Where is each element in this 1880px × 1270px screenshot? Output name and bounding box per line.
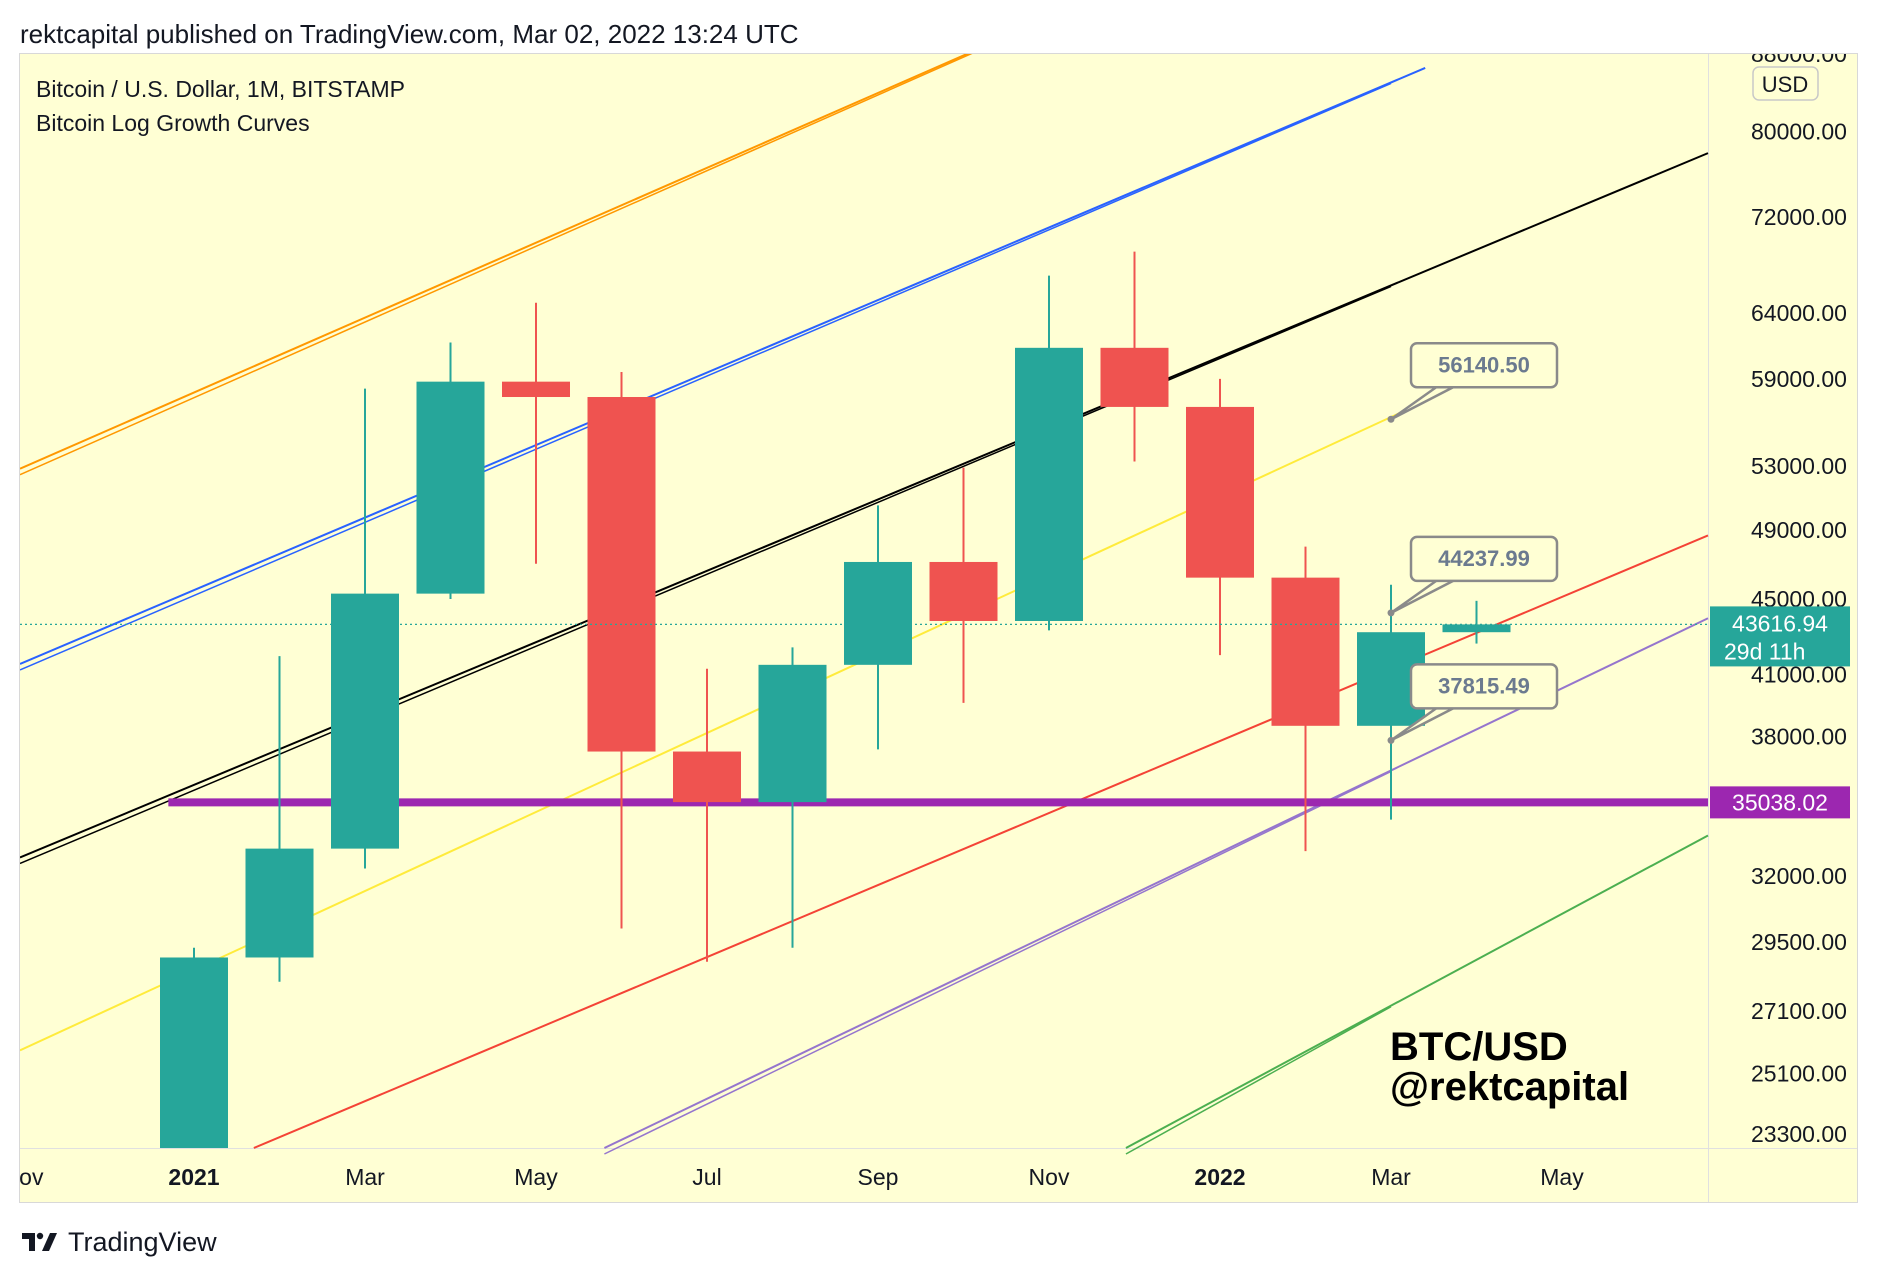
growth-curve-line [20,82,1392,671]
candle [502,302,570,564]
price-tick-label: 64000.00 [1751,300,1847,326]
growth-curves-layer [20,54,1709,1155]
time-tick-label: 2021 [168,1164,219,1190]
growth-curve-line [20,54,970,470]
watermark-pair: BTC/USD [1390,1025,1568,1069]
candle-body [1015,347,1083,621]
time-tick-label: Jul [692,1164,721,1190]
candle-body [587,397,656,752]
candle [245,656,314,982]
price-callout: 44237.99 [1387,535,1559,617]
price-tick-label: 59000.00 [1751,366,1847,392]
candle [1271,546,1340,852]
growth-curve-line [253,534,1709,1149]
legend-indicator: Bitcoin Log Growth Curves [36,110,310,136]
candle-body [245,848,314,958]
watermark-author: @rektcapital [1390,1065,1629,1109]
candle-body [1442,624,1511,633]
callout-anchor [1387,415,1395,423]
candle [673,668,741,962]
price-tick-label: 32000.00 [1751,863,1847,889]
chart-panel[interactable]: 56140.50 44237.99 37815.49 88000.00 80000.0… [19,53,1858,1203]
candle-body [929,561,998,621]
support-level-badge [1710,786,1850,819]
candle-body [758,664,827,803]
candle [1186,378,1254,656]
time-tick-label: Mar [1371,1164,1411,1190]
callouts-layer: 56140.50 44237.99 37815.49 [1387,342,1559,744]
candles-layer [20,251,1708,1148]
candle-body [160,957,228,1148]
price-tick-label: 72000.00 [1751,204,1847,230]
price-tick-label: 38000.00 [1751,723,1847,749]
time-tick-label: Mar [345,1164,385,1190]
growth-curve-line [1125,834,1709,1149]
last-price-badge [1710,606,1850,667]
candle-body [1186,406,1254,578]
support-level-label: 35038.02 [1732,789,1828,815]
candle-body [416,381,485,594]
growth-curve-line [20,67,1426,665]
price-axis[interactable]: 88000.00 80000.00 72000.00 64000.00 59000.00… [1710,54,1850,1147]
price-tick-label: 25100.00 [1751,1060,1847,1086]
callout-box [1409,535,1559,583]
callout-label: 37815.49 [1438,673,1530,698]
candle [1015,275,1083,631]
time-tick-label: May [1540,1164,1584,1190]
time-axis[interactable]: Nov 2021 Mar May Jul Sep Nov 2022 Mar May [20,1164,1584,1190]
time-tick-label: Nov [1029,1164,1070,1190]
candle [844,505,912,750]
callout-box [1409,663,1559,710]
legend-symbol: Bitcoin / U.S. Dollar, 1M, BITSTAMP [36,76,405,102]
price-callout: 56140.50 [1387,342,1559,423]
price-tick-label: 49000.00 [1751,517,1847,543]
candle-body [673,751,741,803]
growth-curve-line [20,152,1709,859]
candle [758,647,827,948]
price-tick-label: 80000.00 [1751,118,1847,144]
publish-info: rektcapital published on TradingView.com… [20,19,799,49]
candle-body [844,561,912,665]
time-axis-background [20,1148,1857,1202]
brand-name: TradingView [68,1226,217,1257]
callout-label: 44237.99 [1438,546,1530,571]
time-tick-label: 2022 [1194,1164,1245,1190]
price-axis-background [1708,54,1857,1148]
time-tick-label: May [514,1164,558,1190]
currency-badge[interactable]: USD [1752,66,1819,101]
time-tick-label: Sep [858,1164,899,1190]
callout-label: 56140.50 [1438,352,1530,377]
candle-body [1271,577,1340,726]
growth-curve-line [1125,1006,1392,1155]
time-tick-label: Nov [20,1164,44,1190]
candle [416,342,485,600]
growth-curve-line [604,770,1392,1155]
candle [1100,251,1169,462]
growth-curve-line [20,54,973,476]
last-price-label: 43616.94 [1732,610,1828,636]
price-tick-label: 88000.00 [1751,54,1847,67]
candlestick-chart[interactable]: 56140.50 44237.99 37815.49 88000.00 80000.0… [20,54,1857,1202]
callout-anchor [1387,609,1395,617]
tradingview-logo-icon [22,1232,57,1251]
price-tick-label: 23300.00 [1751,1121,1847,1147]
price-callout: 37815.49 [1387,663,1559,744]
candle [1442,600,1511,644]
currency-label: USD [1762,72,1808,97]
candle-body [1100,347,1169,407]
candle [160,947,228,1148]
callout-box [1409,342,1559,389]
bar-countdown-label: 29d 11h [1724,638,1805,664]
callout-anchor [1387,736,1395,744]
candle-body [331,593,399,849]
price-tick-label: 29500.00 [1751,929,1847,955]
candle [587,372,656,929]
candle [929,467,998,703]
candle-body [502,381,570,398]
tradingview-brand[interactable]: TradingView [20,1222,217,1262]
price-tick-label: 53000.00 [1751,453,1847,479]
price-tick-label: 27100.00 [1751,998,1847,1024]
candle [331,388,399,869]
